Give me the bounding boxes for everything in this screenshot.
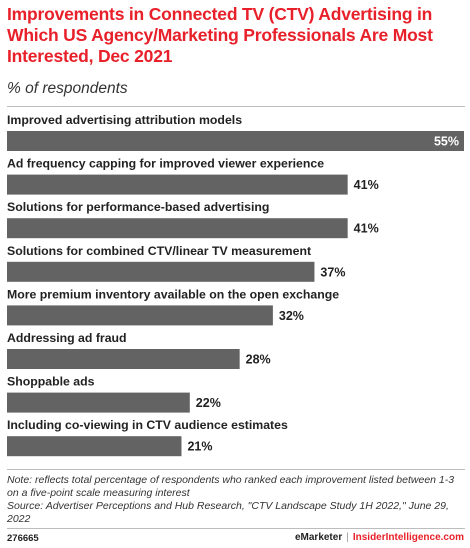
bar [7,261,315,282]
brand-insider-intelligence: InsiderIntelligence.com [352,532,464,543]
chart-id: 276665 [7,533,39,544]
bar [7,131,464,151]
bottom-divider [7,469,465,470]
brand-separator: | [346,532,349,543]
category-label: Including co-viewing in CTV audience est… [7,418,288,432]
bar [7,392,190,413]
bar [7,218,348,239]
data-label: 28% [246,353,271,367]
bar [7,436,182,457]
category-label: More premium inventory available on the … [7,287,339,301]
data-label: 37% [320,265,345,279]
data-label: 21% [187,440,212,454]
category-label: Improved advertising attribution models [7,113,242,127]
category-label: Solutions for performance-based advertis… [7,200,269,214]
bar [7,174,348,195]
bar [7,305,273,326]
category-label: Solutions for combined CTV/linear TV mea… [7,244,311,258]
data-label: 41% [354,178,379,192]
category-label: Ad frequency capping for improved viewer… [7,157,324,171]
category-label: Addressing ad fraud [7,331,127,345]
data-label: 55% [434,135,459,149]
brand-footer: eMarketer | InsiderIntelligence.com [295,532,464,543]
brand-emarketer: eMarketer [294,532,343,543]
bar-chart: Improved advertising attribution models 5… [7,113,464,457]
chart-note: Note: reflects total percentage of respo… [7,474,467,526]
bar [7,349,240,369]
data-label: 32% [279,309,304,323]
footer-divider [7,528,465,529]
note-text: Note: reflects total percentage of respo… [7,474,455,499]
chart-title: Improvements in Connected TV (CTV) Adver… [7,4,433,66]
chart-subtitle: % of respondents [7,80,128,97]
category-label: Shoppable ads [7,375,95,389]
top-divider [7,106,465,107]
data-label: 41% [354,222,379,236]
source-text: Source: Advertiser Perceptions and Hub R… [7,500,449,525]
data-label: 22% [196,396,221,410]
